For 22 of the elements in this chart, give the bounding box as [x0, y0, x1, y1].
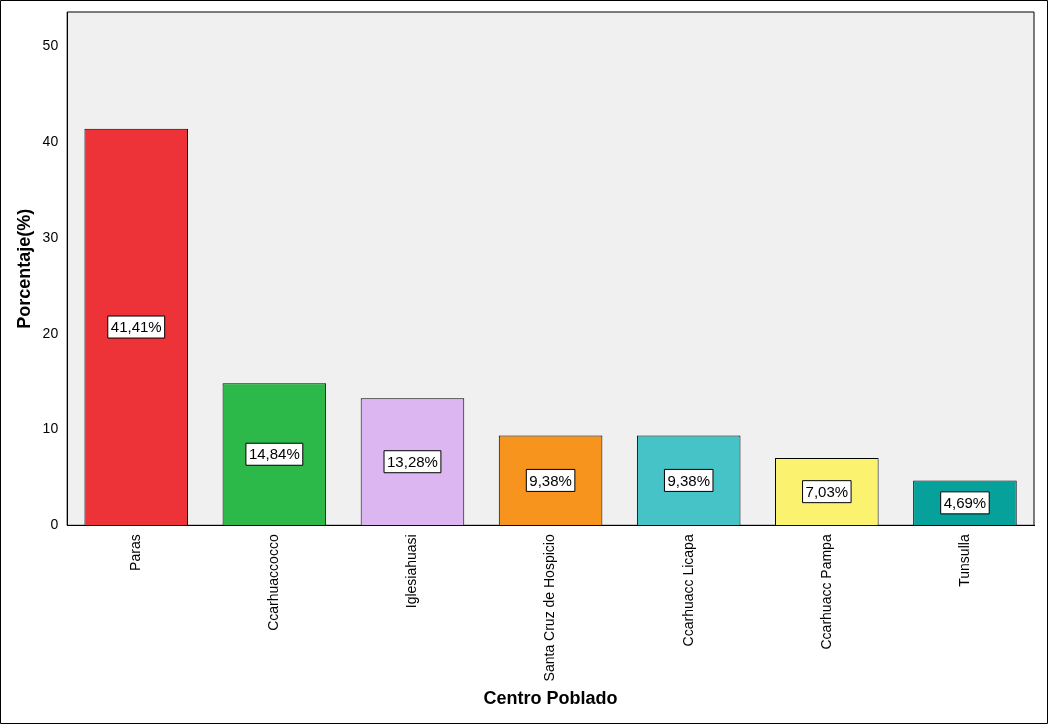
y-tick-label: 10 — [42, 420, 59, 437]
y-tick-label: 50 — [42, 37, 59, 54]
x-tick-label: Ccarhuacc Pampa — [817, 534, 834, 650]
data-label: 13,28% — [387, 452, 438, 470]
x-tick-label: Santa Cruz de Hospicio — [541, 534, 558, 682]
y-tick-label: 0 — [50, 516, 59, 533]
x-tick-label: Iglesiahuasi — [403, 534, 420, 609]
data-label: 9,38% — [529, 471, 572, 489]
x-tick-label: Paras — [127, 534, 144, 571]
data-label: 14,84% — [248, 445, 300, 463]
x-axis-title: Centro Poblado — [483, 688, 618, 709]
y-axis-title: Porcentaje(%) — [13, 208, 34, 329]
data-label: 4,69% — [943, 494, 987, 512]
y-tick-label: 20 — [42, 324, 59, 341]
data-label: 7,03% — [805, 482, 849, 500]
x-tick-label: Ccarhuaccocco — [265, 534, 282, 631]
x-tick-label: Tunsulla — [955, 534, 972, 587]
x-tick-label: Ccarhuacc Licapa — [679, 534, 696, 647]
y-tick-label: 40 — [42, 133, 59, 150]
data-label: 9,38% — [667, 471, 710, 489]
data-label: 41,41% — [110, 318, 162, 336]
y-tick-label: 30 — [42, 228, 59, 245]
